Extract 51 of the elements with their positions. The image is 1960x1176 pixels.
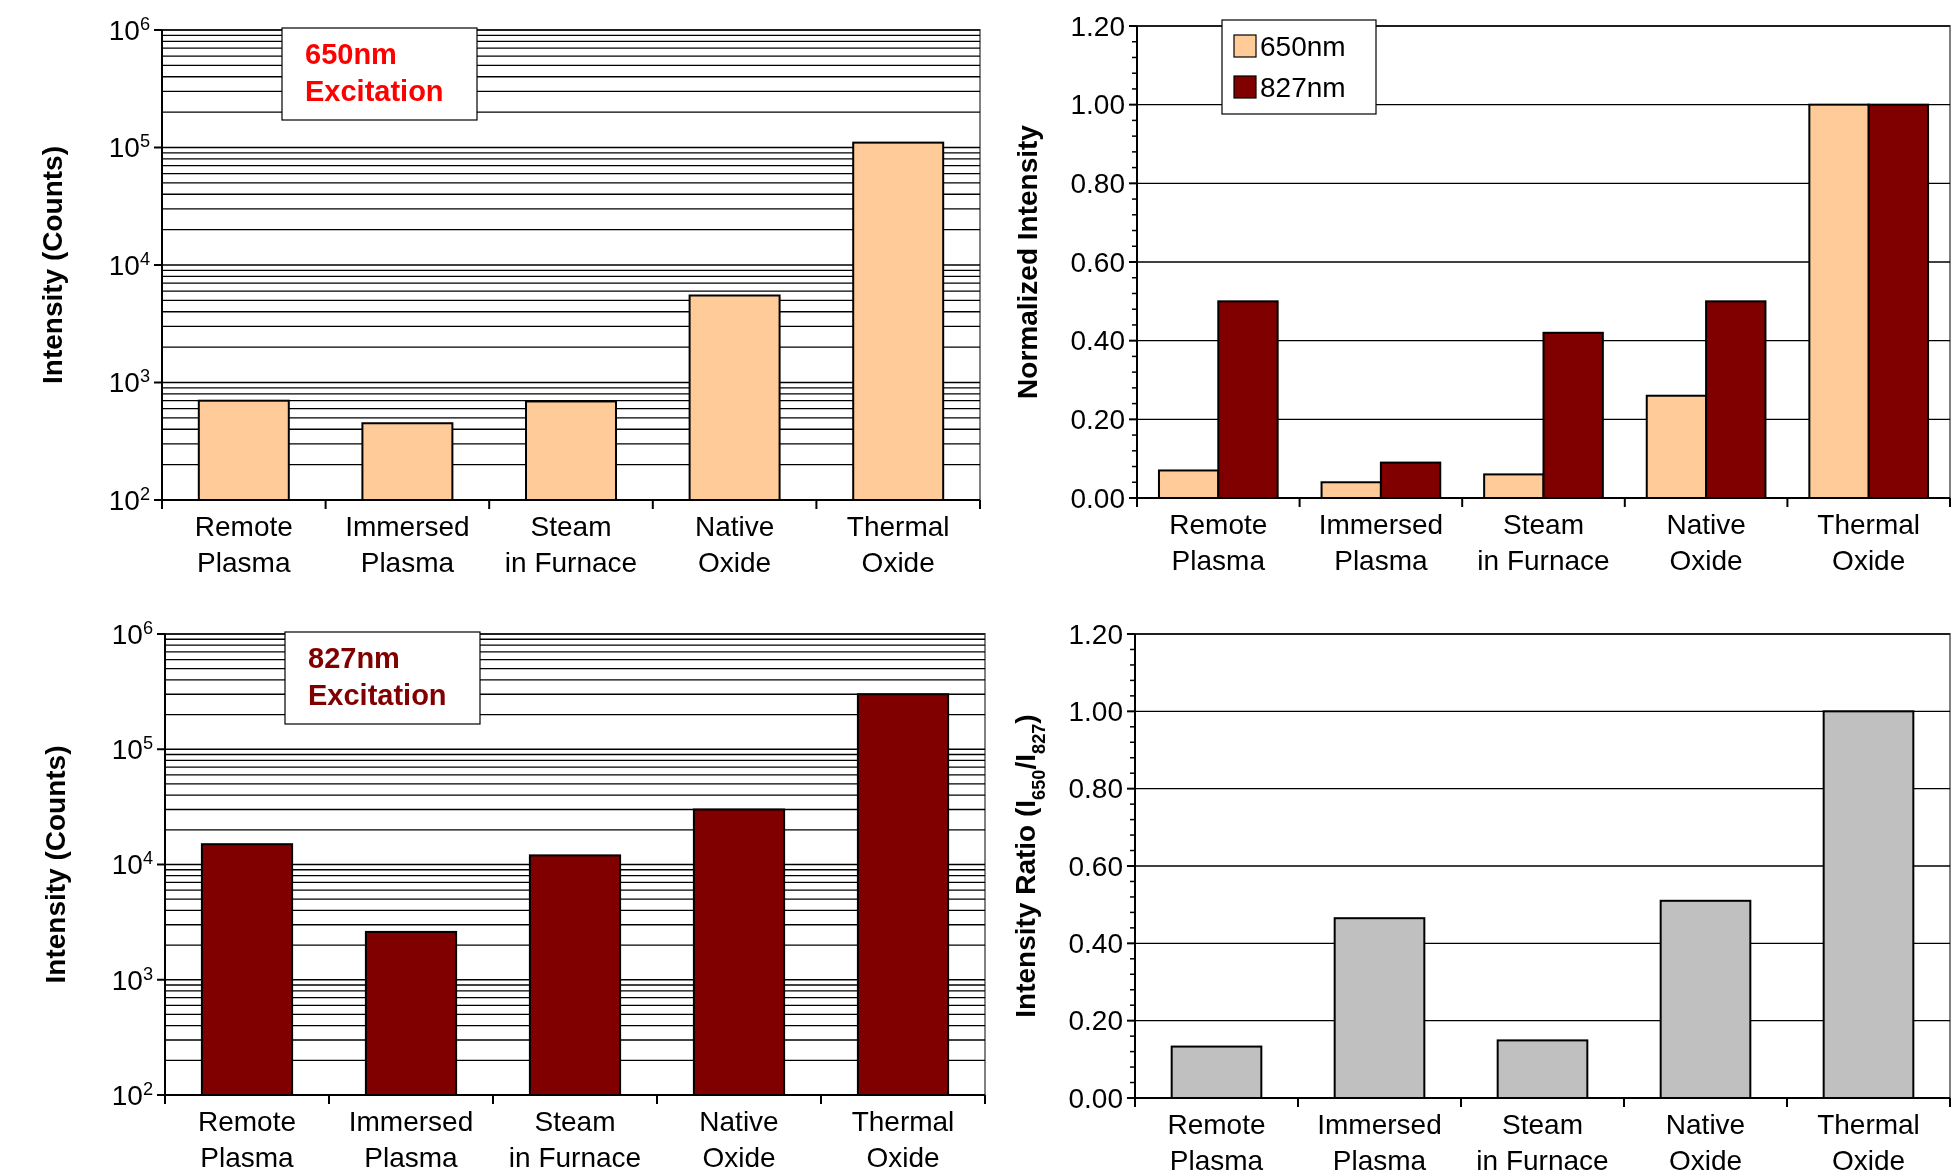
text: 827nm Excitation <box>308 642 447 711</box>
x-tick-label: Immersed Plasma <box>345 511 470 578</box>
x-tick-label: Remote Plasma <box>1167 1109 1266 1176</box>
y-tick-label: 0.00 <box>1068 1082 1123 1114</box>
x-tick-label: Thermal Oxide <box>1817 509 1921 576</box>
y-tick-label: 10$^{5}$ <box>108 131 150 164</box>
x-tick-label: Remote Plasma <box>197 1106 297 1173</box>
x-tick-label: Steam in Furnace <box>1476 1109 1609 1176</box>
x-tick-label: Remote Plasma <box>1169 509 1268 576</box>
x-tick-label: Thermal Oxide <box>851 1106 955 1173</box>
text: 650nm Excitation <box>305 38 444 107</box>
x-tick-label: Immersed Plasma <box>1318 509 1444 576</box>
x-tick-label: Thermal Oxide <box>1817 1109 1920 1176</box>
x-tick-label: Native Oxide <box>1666 509 1746 576</box>
y-axis-title: Intensity (Counts) <box>37 146 68 384</box>
y-tick-label: 0.40 <box>1068 928 1123 960</box>
y-tick-label: 10$^{3}$ <box>108 366 150 399</box>
legend-label: 827nm <box>1260 71 1346 103</box>
y-tick-label: 0.80 <box>1070 168 1125 200</box>
y-tick-label: 1.20 <box>1070 10 1125 42</box>
legend-label: 650nm <box>1260 30 1346 62</box>
y-tick-label: 0.60 <box>1070 246 1125 278</box>
y-tick-label: 0.80 <box>1068 773 1123 805</box>
x-tick-label: Steam in Furnace <box>508 1106 642 1173</box>
x-tick-label: Steam in Furnace <box>504 511 638 578</box>
x-tick-label: Thermal Oxide <box>846 511 950 578</box>
x-tick-label: Native Oxide <box>694 511 775 578</box>
y-axis-title: Normalized Intensity <box>1012 124 1043 399</box>
y-tick-label: 10$^{4}$ <box>111 848 153 881</box>
y-tick-label: 1.00 <box>1068 696 1123 728</box>
y-tick-label: 10$^{5}$ <box>111 733 153 766</box>
y-tick-label: 0.00 <box>1070 482 1125 514</box>
y-tick-label: 10$^{2}$ <box>111 1078 153 1111</box>
y-tick-label: 10$^{2}$ <box>108 483 150 516</box>
y-tick-label: 0.40 <box>1070 325 1125 357</box>
y-tick-label: 1.20 <box>1068 618 1123 650</box>
y-tick-label: 0.20 <box>1070 404 1125 436</box>
y-tick-label: 1.00 <box>1070 89 1125 121</box>
y-axis-title: Intensity (Counts) <box>40 745 71 984</box>
x-tick-label: Native Oxide <box>1665 1109 1746 1176</box>
y-tick-label: 10$^{6}$ <box>108 13 150 46</box>
x-tick-label: Remote Plasma <box>194 511 293 578</box>
x-tick-label: Immersed Plasma <box>348 1106 474 1173</box>
y-tick-label: 10$^{4}$ <box>108 248 150 281</box>
y-tick-label: 10$^{3}$ <box>111 963 153 996</box>
x-tick-label: Immersed Plasma <box>1317 1109 1442 1176</box>
x-tick-label: Steam in Furnace <box>1477 509 1610 576</box>
y-tick-label: 0.20 <box>1068 1005 1123 1037</box>
y-tick-label: 0.60 <box>1068 850 1123 882</box>
y-tick-label: 10$^{6}$ <box>111 617 153 650</box>
x-tick-label: Native Oxide <box>699 1106 779 1173</box>
